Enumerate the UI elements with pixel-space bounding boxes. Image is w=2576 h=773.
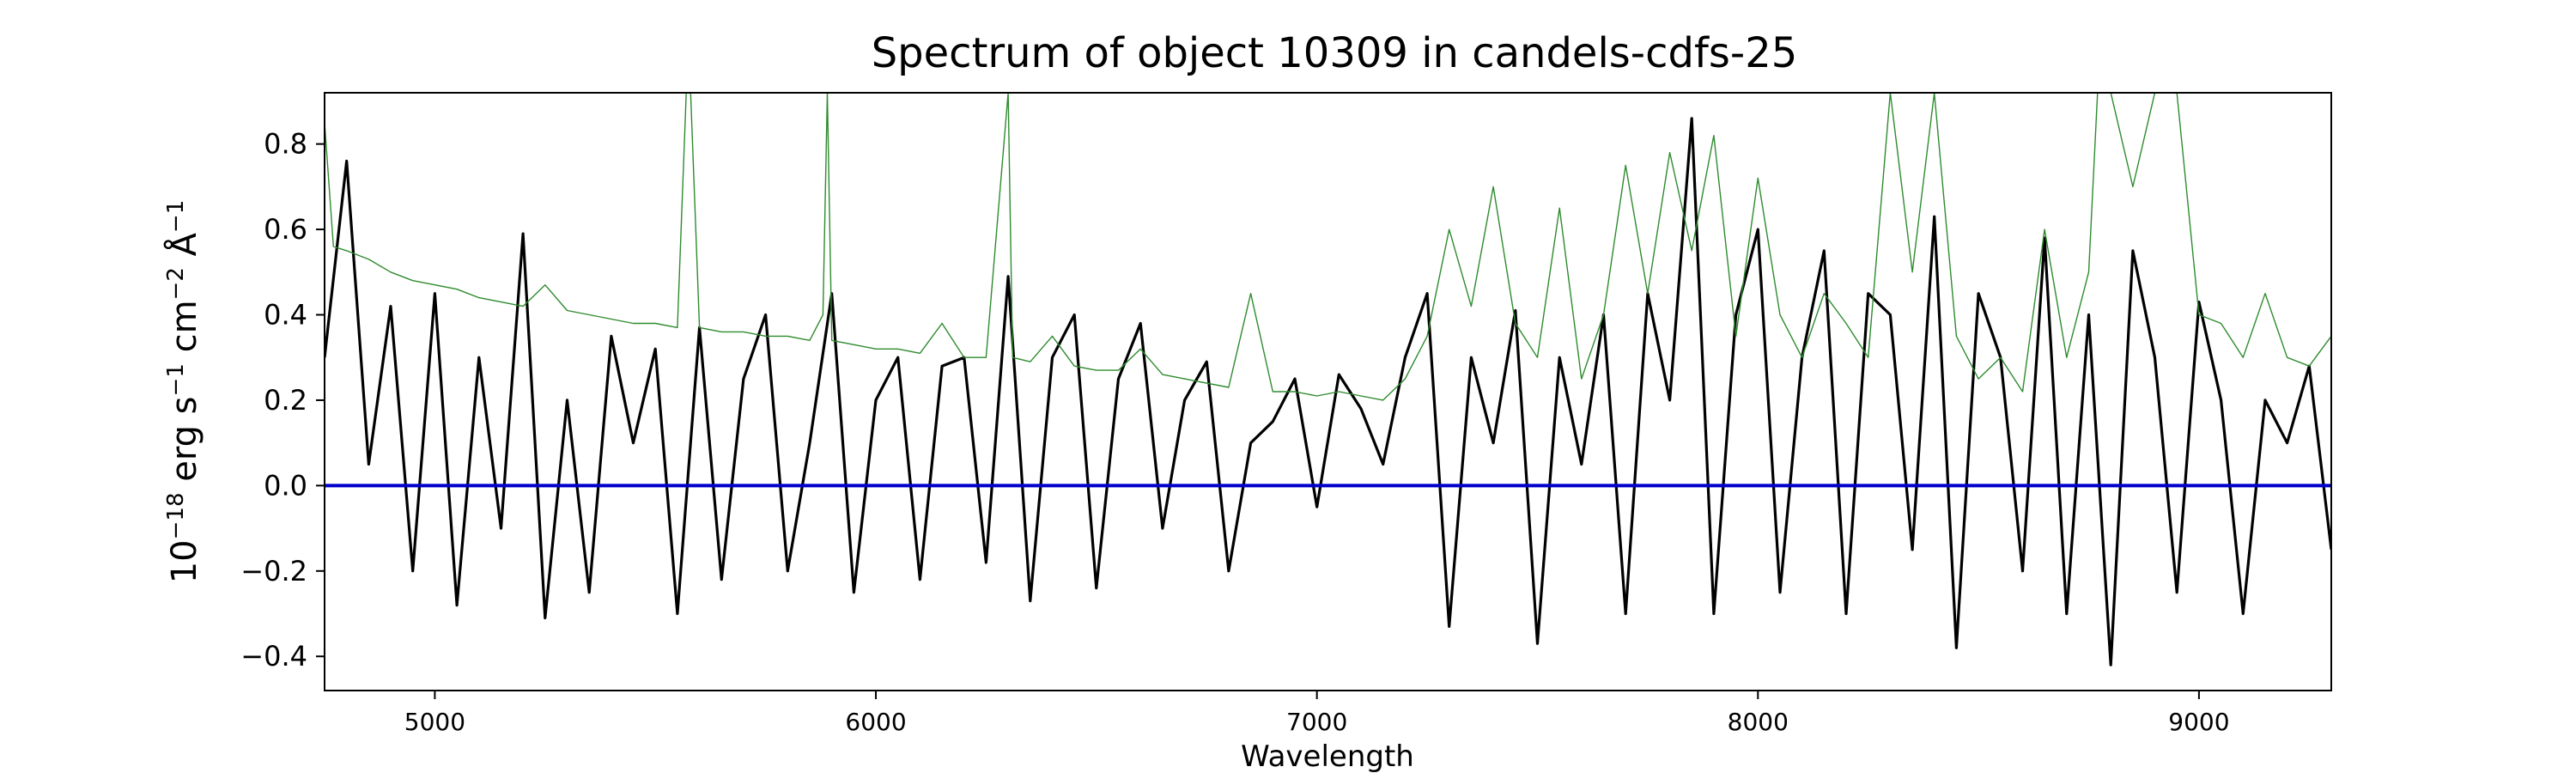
y-tick-label: 0.0 <box>264 469 307 502</box>
chart-title: Spectrum of object 10309 in candels-cdfs… <box>872 29 1798 77</box>
x-tick-label: 6000 <box>845 708 906 736</box>
y-tick-label: 0.2 <box>264 384 307 417</box>
series-layer <box>325 93 2331 666</box>
x-axis-label: Wavelength <box>1241 740 1414 773</box>
y-axis-label: 10−18 erg s−1 cm−2 Å−1 <box>163 200 204 584</box>
y-tick-label: −0.4 <box>240 640 307 673</box>
y-tick-label: −0.2 <box>240 555 307 587</box>
series-line-0 <box>325 117 2331 666</box>
y-axis: −0.4 −0.2 0.0 0.2 0.4 0.6 0.8 <box>240 128 325 673</box>
x-tick-label: 7000 <box>1286 708 1347 736</box>
y-tick-label: 0.6 <box>264 213 307 246</box>
series-line-1 <box>325 93 2331 401</box>
x-tick-label: 9000 <box>2168 708 2229 736</box>
x-axis: 5000 6000 7000 8000 9000 <box>404 691 2230 736</box>
x-tick-label: 5000 <box>404 708 465 736</box>
y-tick-label: 0.8 <box>264 128 307 161</box>
x-tick-label: 8000 <box>1728 708 1789 736</box>
y-tick-label: 0.4 <box>264 299 307 332</box>
plot-frame <box>324 92 2332 691</box>
